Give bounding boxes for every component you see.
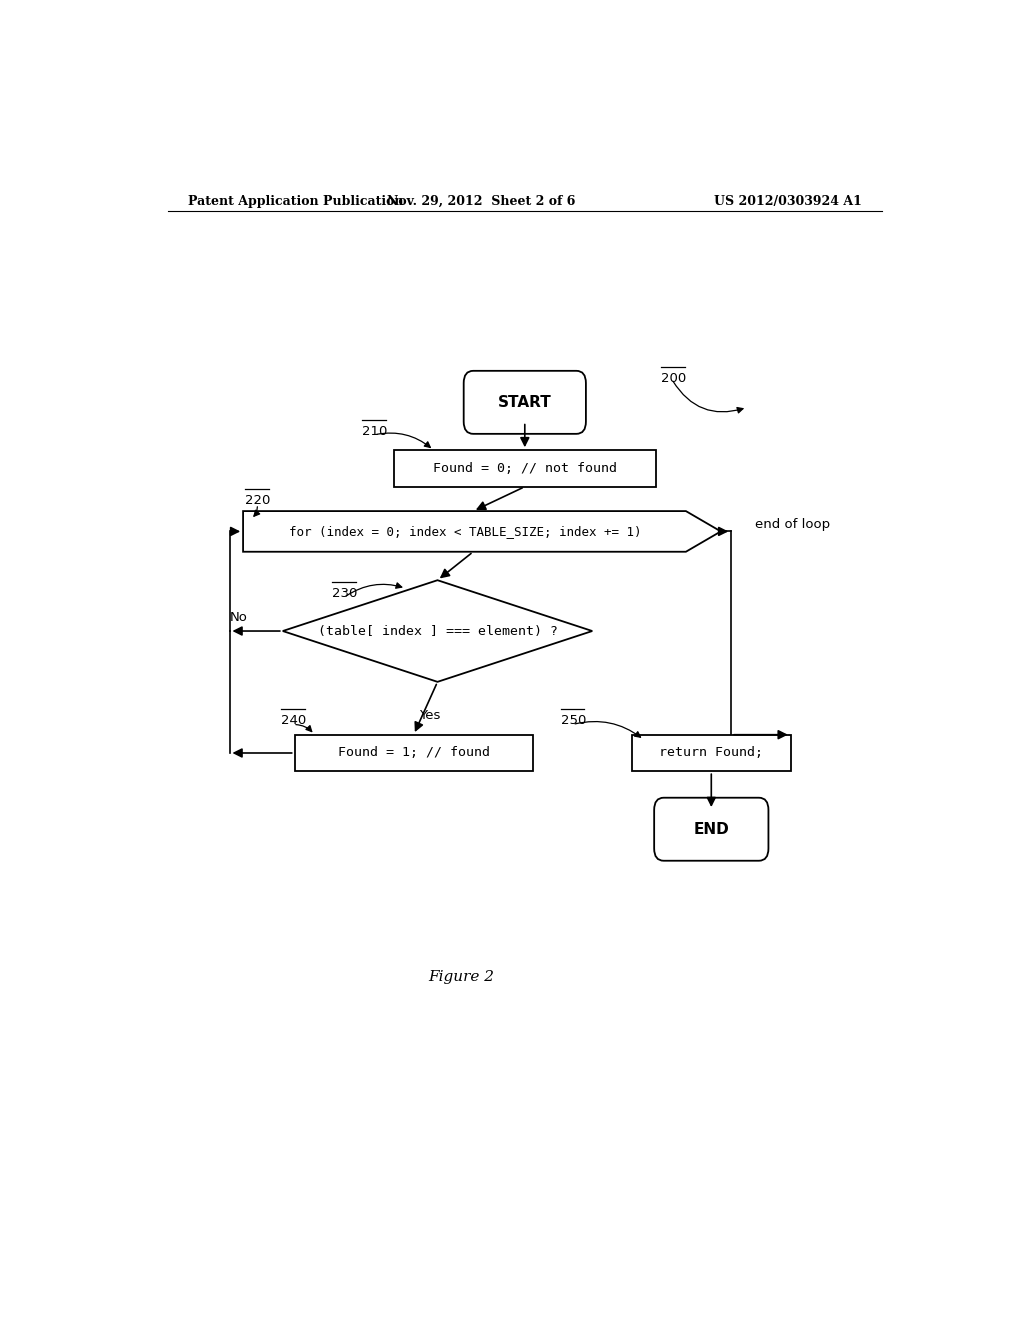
Text: 240: 240 (282, 714, 306, 727)
Text: 200: 200 (662, 372, 686, 385)
Text: END: END (693, 822, 729, 837)
FancyBboxPatch shape (394, 450, 655, 487)
FancyBboxPatch shape (632, 735, 791, 771)
FancyBboxPatch shape (295, 735, 532, 771)
Text: Found = 1; // found: Found = 1; // found (338, 747, 489, 759)
Text: end of loop: end of loop (755, 517, 830, 531)
Text: Yes: Yes (419, 709, 440, 722)
Text: No: No (230, 611, 248, 624)
FancyBboxPatch shape (464, 371, 586, 434)
Text: 210: 210 (362, 425, 387, 438)
Text: (table[ index ] === element) ?: (table[ index ] === element) ? (317, 624, 557, 638)
Text: US 2012/0303924 A1: US 2012/0303924 A1 (714, 194, 862, 207)
Text: 250: 250 (560, 714, 586, 727)
Text: Figure 2: Figure 2 (428, 970, 495, 983)
Text: Found = 0; // not found: Found = 0; // not found (433, 462, 616, 475)
Text: START: START (498, 395, 552, 409)
Text: 220: 220 (246, 494, 270, 507)
Polygon shape (283, 581, 592, 682)
Text: return Found;: return Found; (659, 747, 763, 759)
Text: for (index = 0; index < TABLE_SIZE; index += 1): for (index = 0; index < TABLE_SIZE; inde… (289, 525, 641, 539)
FancyBboxPatch shape (654, 797, 768, 861)
Text: Patent Application Publication: Patent Application Publication (187, 194, 403, 207)
Text: Nov. 29, 2012  Sheet 2 of 6: Nov. 29, 2012 Sheet 2 of 6 (387, 194, 575, 207)
Polygon shape (243, 511, 721, 552)
Text: 230: 230 (332, 587, 357, 601)
